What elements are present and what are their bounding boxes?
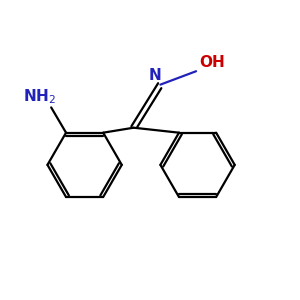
Text: N: N — [149, 68, 161, 83]
Text: OH: OH — [200, 55, 225, 70]
Text: NH$_2$: NH$_2$ — [23, 87, 56, 106]
